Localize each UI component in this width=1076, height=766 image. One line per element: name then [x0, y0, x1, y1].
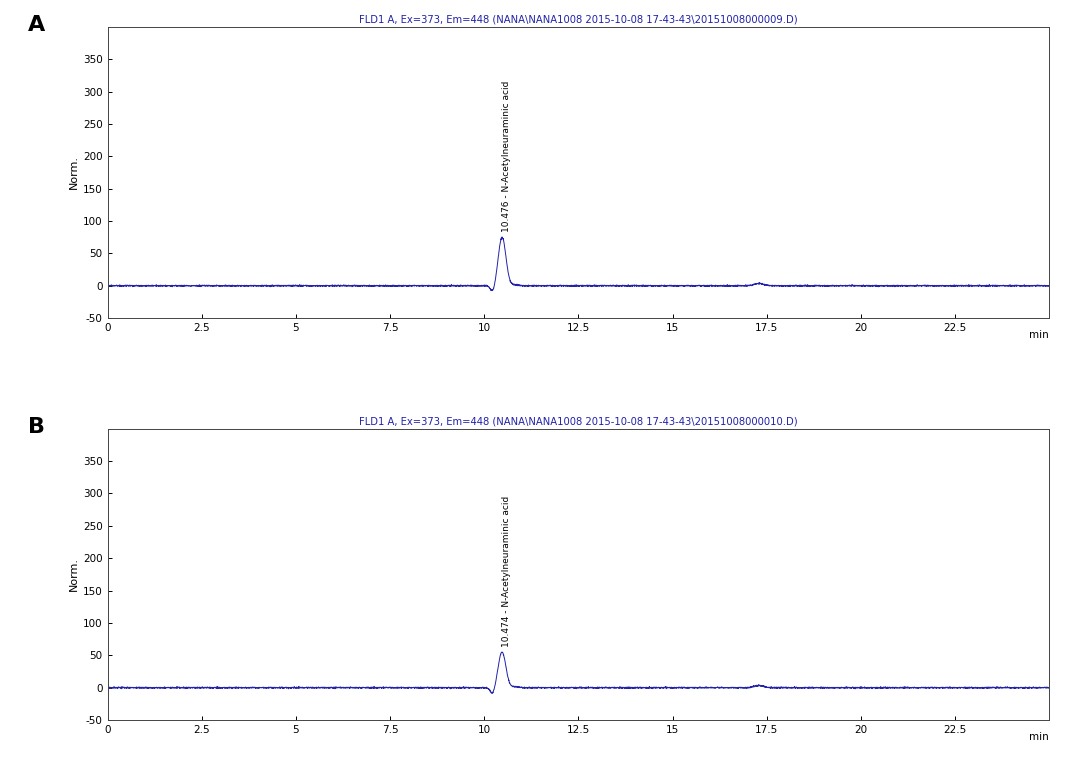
Title: FLD1 A, Ex=373, Em=448 (NANA\NANA1008 2015-10-08 17-43-43\20151008000009.D): FLD1 A, Ex=373, Em=448 (NANA\NANA1008 20… [359, 15, 797, 25]
Y-axis label: Norm.: Norm. [69, 558, 79, 591]
Text: min: min [1030, 329, 1049, 340]
Text: 10.476 - N-Acetylneuraminic acid: 10.476 - N-Acetylneuraminic acid [502, 80, 511, 232]
Y-axis label: Norm.: Norm. [69, 155, 79, 189]
Text: B: B [28, 417, 44, 437]
Title: FLD1 A, Ex=373, Em=448 (NANA\NANA1008 2015-10-08 17-43-43\20151008000010.D): FLD1 A, Ex=373, Em=448 (NANA\NANA1008 20… [359, 417, 797, 427]
Text: 10.474 - N-Acetylneuraminic acid: 10.474 - N-Acetylneuraminic acid [502, 496, 511, 647]
Text: min: min [1030, 732, 1049, 741]
Text: A: A [28, 15, 45, 35]
